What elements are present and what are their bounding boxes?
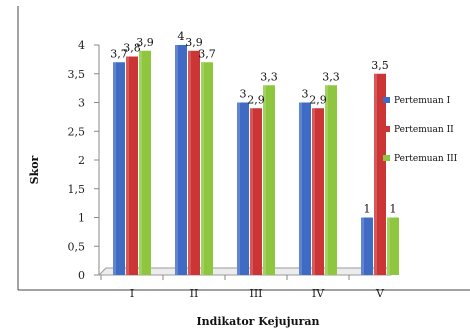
- data-label: 2,9: [247, 93, 265, 106]
- bar-highlight: [139, 50, 142, 275]
- bar-highlight: [361, 217, 364, 275]
- y-tick-label: 3: [78, 97, 85, 110]
- bar: [188, 50, 200, 275]
- x-tick-label: III: [249, 287, 262, 300]
- bar: [361, 217, 373, 275]
- x-tick-label: I: [130, 287, 134, 300]
- legend-entry-3: Pertemuan III: [394, 154, 458, 164]
- y-tick-label: 3,5: [68, 68, 86, 81]
- data-label: 3,3: [322, 70, 340, 83]
- data-label: 2,9: [309, 93, 327, 106]
- bar-highlight: [387, 217, 390, 275]
- bar-highlight: [374, 73, 377, 275]
- data-label: 1: [390, 203, 397, 216]
- legend-swatch-3: [383, 155, 390, 161]
- data-label: 3,8: [123, 42, 141, 55]
- data-label: 3,7: [198, 47, 216, 60]
- bar: [299, 102, 311, 275]
- legend-entry-2: Pertemuan II: [394, 125, 454, 135]
- bar-highlight: [113, 62, 116, 275]
- y-axis-title: Skor: [28, 155, 41, 184]
- y-tick-label: 1: [78, 212, 85, 225]
- x-tick-label: V: [375, 287, 385, 300]
- data-label: 3,7: [110, 47, 128, 60]
- y-tick-label: 2: [78, 154, 85, 167]
- bar: [312, 108, 324, 275]
- bar-highlight: [325, 85, 328, 275]
- bar: [374, 73, 386, 275]
- bar: [250, 108, 262, 275]
- y-tick-label: 2,5: [68, 125, 86, 138]
- bar: [263, 85, 275, 275]
- bar: [237, 102, 249, 275]
- data-label: 1: [364, 203, 371, 216]
- x-tick-label: IV: [312, 287, 325, 300]
- data-label: 3: [302, 88, 309, 101]
- x-axis-title: Indikator Kejujuran: [197, 315, 320, 328]
- bar: [139, 50, 151, 275]
- bar-highlight: [299, 102, 302, 275]
- bar-highlight: [175, 45, 178, 275]
- bar-highlight: [201, 62, 204, 275]
- legend: Pertemuan I Pertemuan II Pertemuan III: [383, 96, 458, 164]
- bar: [201, 62, 213, 275]
- x-tick-label: II: [190, 287, 199, 300]
- data-label: 4: [178, 30, 185, 43]
- y-tick-label: 1,5: [68, 183, 86, 196]
- bar-highlight: [237, 102, 240, 275]
- data-label: 3: [240, 88, 247, 101]
- data-label: 3,3: [260, 70, 278, 83]
- y-tick-label: 0,5: [68, 240, 86, 253]
- y-tick-label: 0: [78, 269, 85, 282]
- data-label: 3,9: [136, 36, 154, 49]
- legend-swatch-2: [383, 126, 390, 132]
- bar-highlight: [312, 108, 315, 275]
- bar-highlight: [188, 50, 191, 275]
- bar-highlight: [263, 85, 266, 275]
- bar: [387, 217, 399, 275]
- bar: [325, 85, 337, 275]
- bar: [113, 62, 125, 275]
- bar-highlight: [126, 56, 129, 275]
- data-label: 3,9: [185, 36, 203, 49]
- data-label: 3,5: [371, 59, 389, 72]
- bar: [175, 45, 187, 275]
- y-tick-label: 4: [78, 39, 85, 52]
- legend-entry-1: Pertemuan I: [394, 96, 451, 106]
- bar-highlight: [250, 108, 253, 275]
- bar: [126, 56, 138, 275]
- legend-swatch-1: [383, 97, 390, 103]
